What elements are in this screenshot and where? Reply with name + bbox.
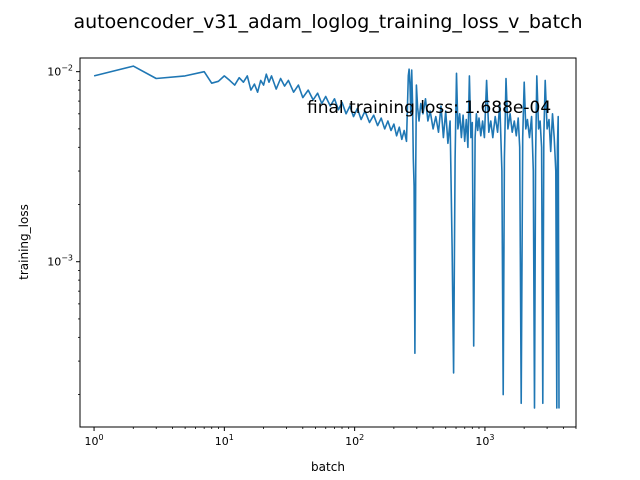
plot-background bbox=[80, 58, 576, 427]
training-loss-line bbox=[93, 65, 560, 409]
plot-area bbox=[79, 57, 577, 428]
y-axis-ticks: 10−3 10−2 bbox=[47, 64, 80, 395]
x-tick-label: 100 bbox=[85, 433, 104, 448]
final-loss-annotation: final training loss: 1.688e-04 bbox=[307, 98, 551, 118]
x-tick-label: 103 bbox=[475, 433, 494, 448]
x-tick-label: 102 bbox=[345, 433, 364, 448]
y-tick-label: 10−2 bbox=[47, 64, 73, 79]
y-axis-label: training_loss bbox=[17, 204, 31, 280]
y-tick-label: 10−3 bbox=[47, 254, 73, 269]
plot-frame bbox=[79, 57, 577, 428]
x-axis-label: batch bbox=[311, 460, 345, 474]
x-axis-ticks: 100 101 102 103 bbox=[85, 427, 577, 448]
x-tick-label: 101 bbox=[215, 433, 234, 448]
chart-title: autoencoder_v31_adam_loglog_training_los… bbox=[73, 11, 582, 33]
